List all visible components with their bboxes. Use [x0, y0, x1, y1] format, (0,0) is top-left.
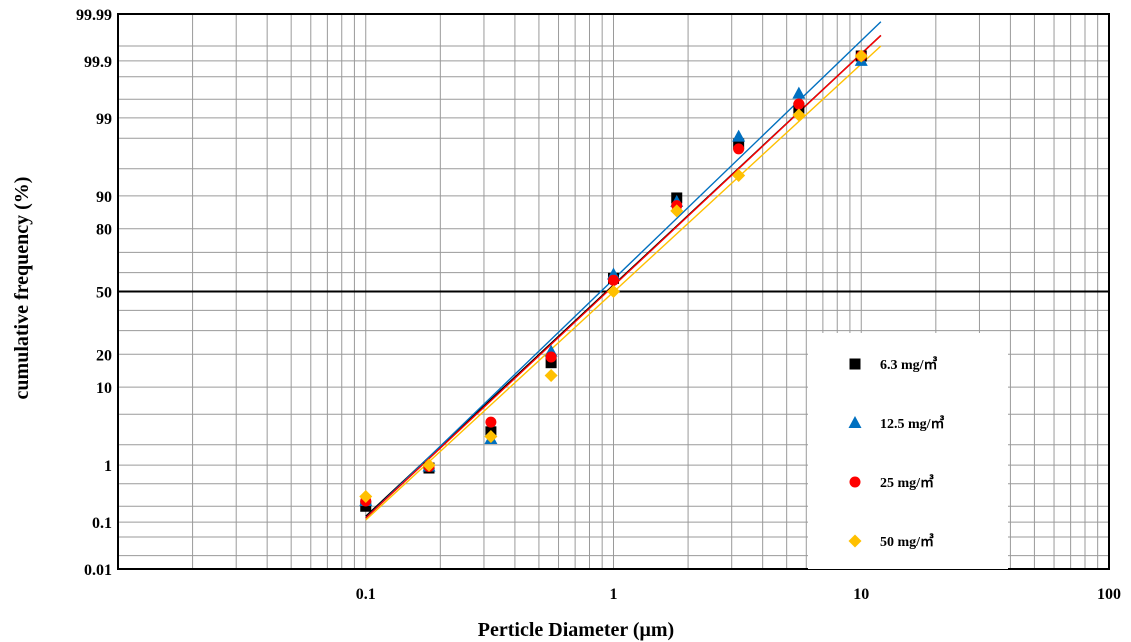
- y-tick-label: 90: [96, 189, 112, 206]
- point-series-4: [732, 168, 746, 182]
- x-tick-label: 10: [853, 586, 869, 603]
- point-series-4: [792, 108, 806, 122]
- x-tick-label: 100: [1097, 586, 1121, 603]
- point-series-1: [545, 357, 557, 369]
- data-points: [359, 49, 868, 512]
- point-series-4: [359, 490, 373, 504]
- point-series-4: [670, 204, 684, 218]
- point-series-4: [854, 49, 868, 63]
- x-axis-title: Perticle Diameter (μm): [478, 619, 674, 641]
- y-tick-label: 99.9: [84, 54, 112, 71]
- y-tick-label: 20: [96, 347, 112, 364]
- y-tick-label: 0.01: [84, 562, 112, 579]
- point-series-2: [732, 129, 746, 142]
- legend-label-4: 50 mg/㎥: [880, 533, 934, 550]
- legend-box: [808, 333, 1008, 569]
- legend-label-2: 12.5 mg/㎥: [880, 415, 945, 432]
- y-tick-labels: 0.01 0.1 1 10 20 50 80 90 99 99.9 99.99: [76, 7, 112, 579]
- point-series-3: [793, 98, 805, 110]
- legend-label-3: 25 mg/㎥: [880, 474, 934, 491]
- y-axis-title: cumulative frequency (%): [11, 177, 33, 400]
- point-series-3: [608, 274, 619, 286]
- point-series-4: [422, 458, 436, 472]
- fit-line-series-4: [365, 45, 882, 521]
- x-tick-labels: 0.1 1 10 100: [356, 586, 1121, 603]
- y-tick-label: 50: [96, 285, 112, 302]
- y-tick-label: 10: [96, 380, 112, 397]
- y-tick-label: 0.1: [92, 515, 112, 532]
- legend-label-1: 6.3 mg/㎥: [880, 356, 938, 373]
- y-tick-label: 80: [96, 222, 112, 239]
- x-tick-label: 0.1: [356, 586, 376, 603]
- plot-frame: [117, 13, 1110, 570]
- x-tick-label: 1: [610, 586, 618, 603]
- legend: 6.3 mg/㎥ 12.5 mg/㎥ 25 mg/㎥ 50 mg/㎥: [808, 333, 1008, 569]
- point-series-3: [485, 416, 497, 428]
- y-tick-label: 1: [104, 458, 112, 475]
- point-series-3: [545, 351, 557, 363]
- point-series-4: [484, 429, 498, 443]
- point-series-4: [544, 369, 558, 383]
- point-series-3: [733, 143, 745, 155]
- point-series-2: [792, 86, 806, 99]
- legend-marker-3: [849, 476, 861, 488]
- y-tick-label: 99.99: [76, 7, 112, 24]
- legend-marker-2: [848, 416, 862, 428]
- legend-marker-4: [848, 534, 862, 548]
- y-tick-label: 99: [96, 111, 112, 128]
- legend-marker-1: [849, 358, 861, 370]
- point-series-4: [607, 285, 620, 298]
